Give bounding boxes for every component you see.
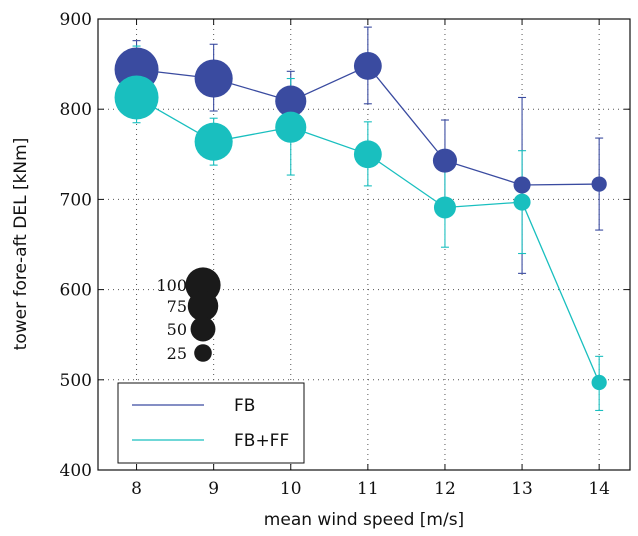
marker-fb: [591, 176, 607, 192]
marker-fb: [275, 85, 307, 117]
size-legend-label: 25: [167, 344, 187, 363]
y-tick-label: 400: [60, 461, 92, 481]
y-tick-label: 600: [60, 281, 92, 301]
size-legend-label: 50: [167, 320, 187, 339]
marker-fb-ff: [591, 374, 607, 391]
x-tick-label: 12: [434, 479, 456, 499]
y-tick-label: 500: [60, 371, 92, 391]
legend-label-fb-ff: FB+FF: [234, 431, 289, 451]
x-tick-label: 8: [131, 479, 142, 499]
marker-fb: [513, 176, 531, 194]
x-axis-title: mean wind speed [m/s]: [264, 510, 464, 530]
legend: FB FB+FF: [117, 382, 305, 464]
data-markers: [114, 47, 607, 391]
y-tick-label: 700: [60, 190, 92, 210]
x-tick-label: 14: [588, 479, 610, 499]
size-legend-label: 75: [167, 297, 187, 316]
x-tick-label: 13: [511, 479, 533, 499]
marker-fb: [432, 148, 458, 173]
marker-fb-ff: [433, 196, 456, 219]
size-legend-marker: [190, 316, 216, 342]
y-tick-label: 900: [60, 10, 92, 30]
legend-label-fb: FB: [234, 396, 255, 416]
plot-frame: [97, 18, 631, 471]
marker-size-legend: 100 75 50 25: [156, 267, 221, 363]
y-tick-label: 800: [60, 100, 92, 120]
x-tick-label: 11: [357, 479, 379, 499]
marker-fb-ff: [194, 122, 233, 161]
x-tick-label: 9: [208, 479, 219, 499]
marker-fb-ff: [353, 140, 382, 169]
tick-labels: 8 9 10 11 12 13 14 400 500 600 700 800 900: [60, 10, 610, 499]
x-tick-label: 10: [280, 479, 302, 499]
legend-box: [117, 382, 305, 464]
y-axis-title: tower fore-aft DEL [kNm]: [11, 138, 31, 351]
marker-fb: [353, 51, 382, 80]
marker-fb-ff: [114, 75, 159, 120]
size-legend-marker: [187, 290, 219, 322]
size-legend-label: 100: [156, 276, 187, 295]
marker-fb: [194, 59, 233, 98]
size-legend-marker: [194, 344, 212, 362]
axis-ticks: [98, 18, 630, 471]
marker-fb-ff: [275, 111, 307, 143]
marker-fb-ff: [513, 193, 531, 211]
